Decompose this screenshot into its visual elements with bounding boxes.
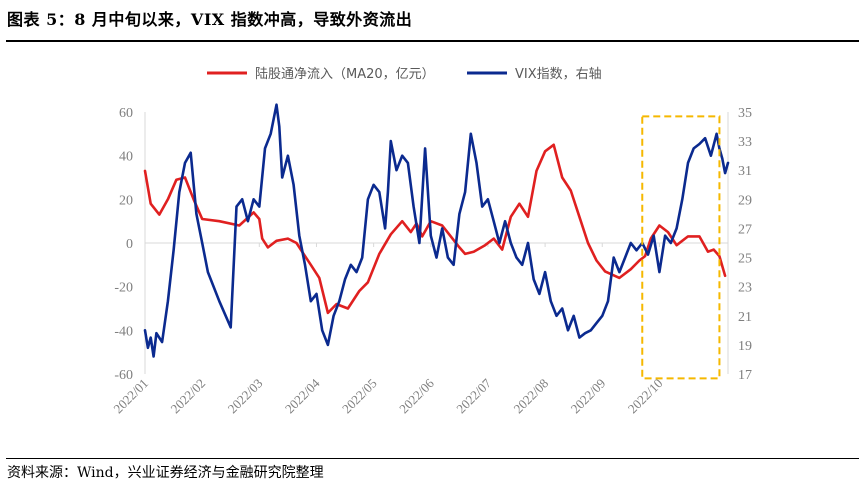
highlight-box (641, 115, 721, 380)
right-tick-label: 19 (738, 339, 752, 354)
chart: 陆股通净流入（MA20，亿元） VIX指数，右轴 60 40 20 0 -20 -40 -6… (110, 66, 752, 417)
left-tick-label: -20 (114, 281, 133, 296)
right-tick-label: 25 (738, 252, 752, 267)
x-tick-label: 2022/05 (339, 376, 380, 417)
series-line-northbound (143, 143, 727, 315)
right-tick-label: 17 (738, 368, 752, 383)
source-note: 资料来源：Wind，兴业证券经济与金融研究院整理 (7, 465, 324, 481)
left-tick-label: 0 (126, 237, 133, 252)
series-line-vix (143, 103, 730, 358)
x-tick-label: 2022/02 (168, 376, 209, 417)
figure-title: 图表 5：8 月中旬以来，VIX 指数冲高，导致外资流出 (7, 10, 413, 29)
x-tick-label: 2022/03 (225, 376, 266, 417)
x-tick-label: 2022/09 (568, 376, 609, 417)
right-tick-label: 21 (738, 310, 752, 325)
x-tick-label: 2022/10 (625, 376, 666, 417)
right-tick-label: 23 (738, 281, 752, 296)
right-tick-label: 33 (738, 135, 752, 150)
left-tick-label: -60 (114, 368, 133, 383)
title-rule (6, 40, 859, 42)
right-tick-label: 35 (738, 106, 752, 121)
footer-rule (6, 458, 859, 459)
x-tick-label: 2022/04 (282, 375, 323, 416)
right-tick-label: 29 (738, 193, 752, 208)
x-tick-label: 2022/08 (510, 376, 551, 417)
left-tick-label: -40 (114, 324, 133, 339)
legend: 陆股通净流入（MA20，亿元） VIX指数，右轴 (207, 66, 602, 82)
left-tick-label: 60 (119, 106, 133, 121)
x-tick-label: 2022/06 (396, 375, 437, 416)
legend-label-vix: VIX指数，右轴 (515, 67, 602, 82)
x-tick-label: 2022/07 (453, 375, 494, 416)
left-tick-label: 20 (119, 193, 133, 208)
right-tick-label: 31 (738, 164, 752, 179)
left-tick-label: 40 (119, 150, 133, 165)
legend-label-northbound: 陆股通净流入（MA20，亿元） (255, 66, 435, 82)
right-tick-label: 27 (738, 222, 752, 237)
